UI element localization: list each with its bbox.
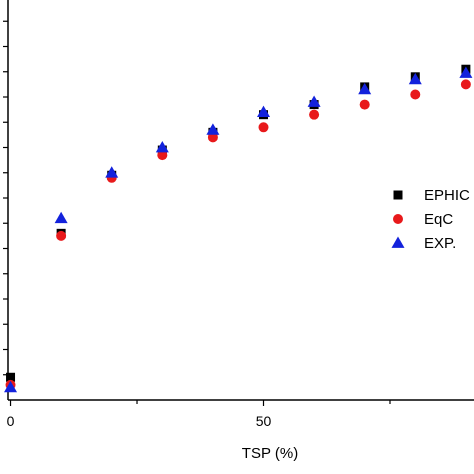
square-point (6, 372, 16, 382)
x-tick-label: 50 (256, 413, 272, 429)
triangle-point (54, 211, 68, 224)
series-eqc (5, 79, 471, 390)
circle-point (56, 230, 67, 241)
series-ephic (6, 64, 471, 382)
legend-item: EXP. (391, 235, 456, 252)
triangle-point (257, 105, 271, 118)
circle-point (258, 122, 269, 133)
triangle-point (4, 380, 18, 393)
legend: EPHIC EqC EXP. (391, 187, 470, 252)
triangle-point (307, 95, 321, 107)
plot-frame (7, 0, 474, 401)
legend-triangle-marker (391, 236, 405, 248)
x-axis-label: TSP (%) (242, 445, 298, 462)
triangle-point (105, 166, 119, 178)
triangle-point (206, 123, 220, 135)
circle-point (157, 150, 168, 161)
legend-item: EPHIC (393, 187, 470, 204)
circle-point (359, 99, 370, 110)
triangle-point (459, 66, 473, 78)
circle-point (410, 89, 421, 100)
legend-label: EXP. (424, 235, 456, 252)
y-axis-ticks (3, 20, 8, 376)
circle-point (207, 132, 218, 143)
triangle-point (358, 82, 372, 95)
x-axis-ticks: 0 50 (7, 400, 391, 429)
series-exp (4, 66, 473, 393)
circle-point (309, 109, 320, 120)
legend-label: EqC (424, 211, 453, 228)
triangle-point (155, 141, 169, 153)
legend-circle-marker (393, 214, 403, 224)
x-tick-label: 0 (7, 413, 15, 429)
data-points (4, 64, 473, 393)
legend-square-marker (393, 190, 403, 200)
legend-item: EqC (393, 211, 453, 228)
legend-label: EPHIC (424, 187, 470, 204)
triangle-point (408, 72, 422, 85)
circle-point (460, 79, 471, 90)
